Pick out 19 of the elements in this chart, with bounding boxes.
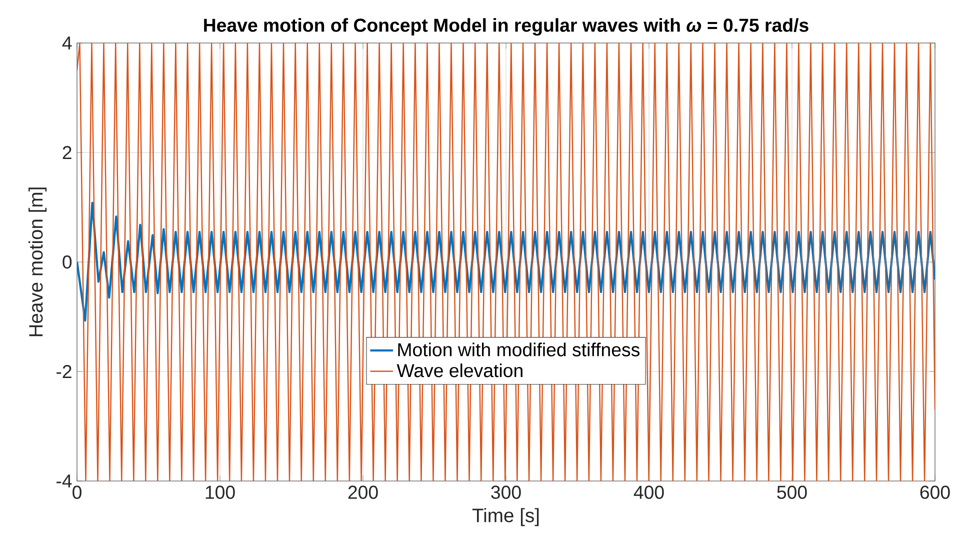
x-tick-label: 400 bbox=[634, 486, 664, 499]
y-tick-label: 0 bbox=[62, 255, 72, 269]
line-series bbox=[77, 43, 935, 481]
y-tick-label: 4 bbox=[62, 36, 72, 50]
legend-label: Wave elevation bbox=[396, 364, 522, 378]
y-tick-label: -4 bbox=[56, 474, 72, 488]
y-tick-label: 2 bbox=[62, 146, 72, 160]
x-tick-label: 0 bbox=[72, 486, 82, 499]
x-axis-title: Time [s] bbox=[472, 508, 539, 526]
line-series bbox=[77, 202, 935, 322]
chart-title: Heave motion of Concept Model in regular waves with ω = 0.75 rad/s bbox=[204, 18, 808, 36]
x-tick-label: 300 bbox=[491, 486, 521, 499]
x-tick-label: 500 bbox=[777, 486, 807, 499]
y-axis-title: Heave motion [m] bbox=[28, 188, 47, 336]
x-tick-label: 600 bbox=[920, 486, 950, 499]
legend-label: Motion with modified stiffness bbox=[398, 342, 640, 356]
x-tick-label: 100 bbox=[206, 486, 235, 499]
x-tick-label: 200 bbox=[348, 486, 378, 499]
y-tick-label: -2 bbox=[56, 364, 72, 378]
